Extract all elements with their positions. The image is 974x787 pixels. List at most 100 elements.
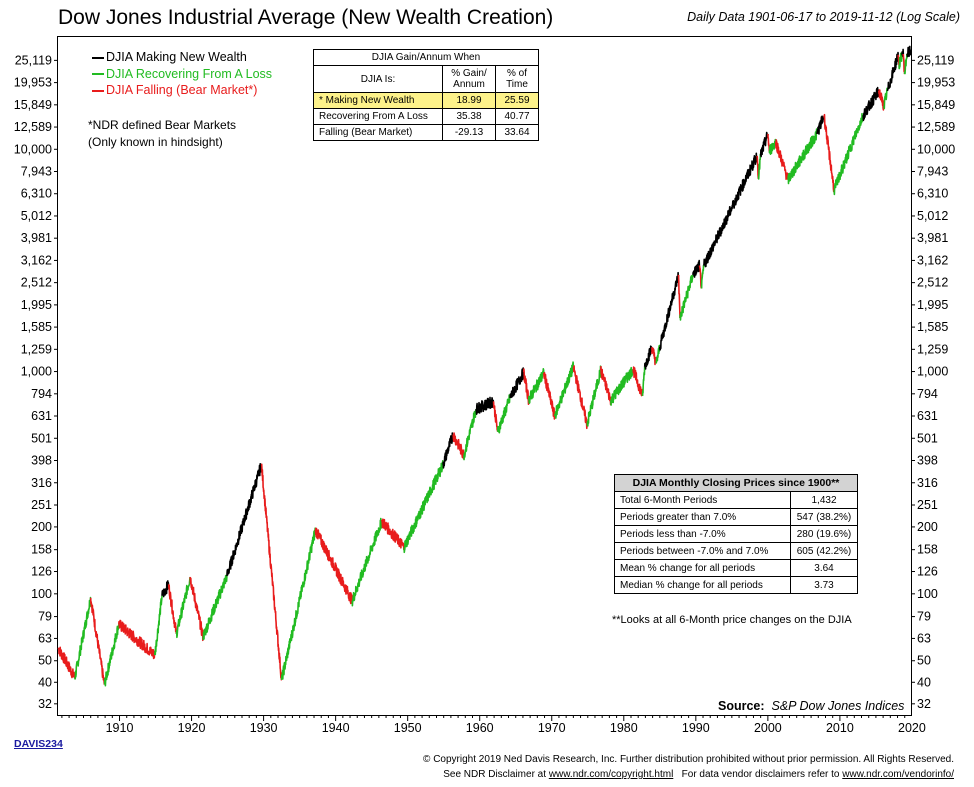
row-gain: -29.13: [442, 124, 496, 141]
chart-code-link[interactable]: DAVIS234: [14, 738, 63, 750]
source-label: Source:: [718, 699, 765, 713]
legend-swatch-black: [92, 56, 104, 59]
gain-table-col-state: DJIA Is:: [313, 65, 443, 93]
series-segment-new: [906, 45, 912, 58]
y-tick-label-left: 316: [31, 476, 52, 490]
y-tick-label-left: 501: [31, 431, 52, 445]
y-tick-label-right: 79: [917, 610, 931, 624]
row-time: 40.77: [495, 108, 539, 125]
y-tick-label-left: 100: [31, 587, 52, 601]
vendor-info-link[interactable]: www.ndr.com/vendorinfo/: [842, 769, 954, 780]
y-tick-label-right: 5,012: [917, 209, 948, 223]
series-segment-recovering: [898, 52, 903, 70]
y-tick-label-left: 40: [38, 675, 52, 689]
x-tick-label: 1980: [610, 721, 638, 735]
table-row: * Making New Wealth 18.99 25.59: [313, 92, 539, 109]
note-line-2: (Only known in hindsight): [88, 135, 223, 149]
series-segment-new: [816, 115, 825, 135]
row-label: Recovering From A Loss: [313, 108, 443, 125]
y-tick-label-right: 32: [917, 697, 931, 711]
legend-label: DJIA Falling (Bear Market*): [106, 83, 258, 97]
x-tick-label: 1970: [538, 721, 566, 735]
series-segment-falling: [57, 646, 76, 679]
legend-swatch-red: [92, 89, 104, 92]
y-tick-label-right: 1,000: [917, 365, 948, 379]
x-tick-label: 2010: [826, 721, 854, 735]
series-segment-new: [886, 51, 899, 92]
y-tick-label-right: 1,995: [917, 298, 948, 312]
copyright-notice: © Copyright 2019 Ned Davis Research, Inc…: [423, 752, 954, 782]
series-segment-recovering: [610, 366, 634, 406]
series-segment-new: [702, 152, 758, 268]
series-segment-new: [475, 396, 495, 416]
series-segment-falling: [902, 53, 906, 75]
series-segment-new: [442, 432, 454, 469]
series-segment-new: [692, 259, 701, 278]
gain-table-col-gain: % Gain/ Annum: [442, 65, 496, 93]
series-segment-falling: [89, 597, 106, 685]
y-tick-label-right: 631: [917, 409, 938, 423]
series-segment-recovering: [403, 459, 444, 554]
y-tick-label-left: 15,849: [14, 98, 52, 112]
y-tick-label-right: 3,981: [917, 231, 948, 245]
series-segment-recovering: [641, 366, 646, 396]
y-tick-label-right: 10,000: [917, 142, 955, 156]
row-label: * Making New Wealth: [313, 92, 443, 109]
monthly-closing-table: DJIA Monthly Closing Prices since 1900**…: [614, 474, 858, 594]
row-label: Mean % change for all periods: [614, 559, 791, 577]
x-tick-label: 1930: [250, 721, 278, 735]
y-tick-label-right: 19,953: [917, 76, 955, 90]
copyright-link[interactable]: www.ndr.com/copyright.html: [548, 769, 674, 780]
y-tick-label-left: 63: [38, 631, 52, 645]
legend-label: DJIA Making New Wealth: [106, 50, 247, 64]
y-tick-label-left: 794: [31, 387, 52, 401]
y-tick-label-left: 3,162: [21, 253, 52, 267]
x-tick-label: 1920: [178, 721, 206, 735]
series-segment-new: [226, 462, 263, 577]
y-tick-label-left: 12,589: [14, 120, 52, 134]
x-tick-label: 1910: [106, 721, 134, 735]
row-label: Periods between -7.0% and 7.0%: [614, 542, 791, 560]
series-segment-falling: [878, 89, 885, 111]
series-segment-falling: [492, 401, 499, 432]
row-label: Total 6-Month Periods: [614, 491, 791, 509]
series-segment-new: [901, 48, 905, 58]
bear-market-note: *NDR defined Bear Markets (Only known in…: [88, 117, 236, 151]
row-label: Periods greater than 7.0%: [614, 508, 791, 526]
y-tick-label-right: 501: [917, 431, 938, 445]
y-tick-label-left: 50: [38, 654, 52, 668]
table-row: Mean % change for all periods 3.64: [614, 559, 858, 577]
y-tick-label-left: 19,953: [14, 76, 52, 90]
series-segment-recovering: [103, 624, 120, 687]
row-value: 3.64: [790, 559, 858, 577]
x-tick-label: 1950: [394, 721, 422, 735]
row-time: 25.59: [495, 92, 539, 109]
vendor-text: For data vendor disclaimers refer to: [681, 769, 840, 780]
series-segment-falling: [632, 366, 644, 397]
y-tick-label-right: 1,259: [917, 342, 948, 356]
row-label: Median % change for all periods: [614, 576, 791, 594]
series-segment-recovering: [787, 128, 818, 185]
legend-label: DJIA Recovering From A Loss: [106, 66, 273, 81]
y-tick-label-left: 1,995: [21, 298, 52, 312]
table-row: Periods greater than 7.0% 547 (38.2%): [614, 508, 858, 526]
y-tick-label-left: 1,259: [21, 342, 52, 356]
series-segment-falling: [189, 576, 204, 642]
chart-subtitle: Daily Data 1901-06-17 to 2019-11-12 (Log…: [687, 10, 960, 24]
x-tick-label: 1940: [322, 721, 350, 735]
series-segment-falling: [118, 619, 156, 660]
series-segment-new: [759, 131, 769, 158]
table-row: Recovering From A Loss 35.38 40.77: [313, 108, 539, 125]
series-segment-recovering: [903, 53, 908, 75]
y-tick-label-left: 10,000: [14, 142, 52, 156]
row-value: 605 (42.2%): [790, 542, 858, 560]
y-tick-label-right: 7,943: [917, 165, 948, 179]
series-segment-recovering: [768, 138, 777, 155]
y-tick-label-left: 5,012: [21, 209, 52, 223]
series-segment-recovering: [586, 365, 602, 427]
y-tick-label-right: 316: [917, 476, 938, 490]
series-segment-new: [161, 580, 170, 598]
legend-item-falling: DJIA Falling (Bear Market*): [92, 82, 272, 99]
y-tick-label-right: 1,585: [917, 320, 948, 334]
